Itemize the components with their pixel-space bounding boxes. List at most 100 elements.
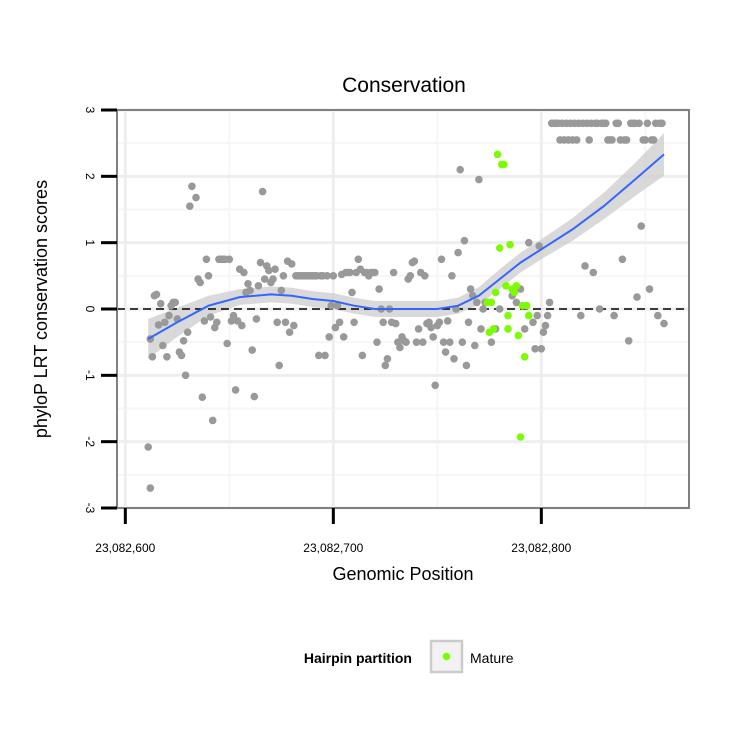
- y-tick-label: 0: [83, 306, 97, 313]
- data-point-other: [410, 257, 419, 266]
- y-tick-label: -1: [83, 370, 97, 381]
- data-point-other: [256, 258, 265, 267]
- data-point-other: [277, 286, 286, 295]
- legend: Hairpin partition Mature: [304, 639, 514, 674]
- data-point-other: [161, 318, 169, 327]
- data-point-other: [618, 255, 627, 264]
- data-point-other: [477, 325, 485, 333]
- y-tick-label: 3: [83, 107, 97, 114]
- data-point-other: [641, 136, 650, 144]
- chart-title: Conservation: [342, 74, 466, 97]
- data-point-other: [246, 286, 254, 295]
- data-point-other: [622, 136, 631, 144]
- data-point-other: [435, 318, 444, 327]
- data-point-other: [458, 338, 467, 347]
- data-point-other: [198, 393, 207, 402]
- data-point-other: [254, 282, 263, 290]
- data-point-other: [396, 343, 404, 352]
- data-point-other: [429, 333, 438, 341]
- data-point-other: [350, 318, 358, 327]
- data-point-other: [339, 333, 348, 341]
- data-point-other: [660, 319, 668, 328]
- data-point-other: [373, 338, 381, 347]
- y-axis: 3 2 1 0 -1 -2 -3: [83, 107, 117, 514]
- data-point-other: [275, 361, 284, 370]
- data-point-other: [252, 315, 261, 323]
- y-axis-title: phyloP LRT conservation scores: [31, 180, 51, 438]
- points-mature: [483, 150, 533, 441]
- data-point-other: [535, 242, 543, 250]
- data-point-other: [479, 305, 487, 313]
- x-axis: 23,082,600 23,082,700 23,082,800: [95, 508, 572, 555]
- data-point-other: [419, 338, 427, 347]
- data-point-other: [654, 311, 662, 320]
- data-point-other: [406, 272, 415, 280]
- data-point-other: [572, 136, 581, 144]
- points-other: [144, 119, 668, 492]
- data-point-other: [223, 339, 231, 348]
- data-point-other: [443, 317, 452, 325]
- data-point-other: [645, 285, 654, 293]
- data-point-other: [346, 268, 354, 277]
- data-point-other: [287, 260, 296, 268]
- data-point-other: [179, 337, 188, 345]
- x-axis-title: Genomic Position: [332, 564, 473, 584]
- y-tick-label: 2: [83, 173, 97, 180]
- data-point-other: [421, 272, 429, 280]
- data-point-other: [466, 285, 475, 293]
- data-point-mature: [495, 244, 504, 252]
- data-point-other: [414, 325, 423, 333]
- data-point-other: [148, 353, 157, 361]
- data-point-other: [375, 285, 383, 293]
- data-point-other: [379, 318, 388, 327]
- data-point-other: [431, 381, 440, 390]
- data-point-other: [321, 351, 329, 360]
- data-point-other: [271, 265, 279, 274]
- data-point-other: [200, 317, 209, 325]
- data-point-other: [204, 272, 213, 280]
- data-point-other: [383, 355, 392, 363]
- data-point-other: [391, 319, 400, 328]
- legend-label-mature: Mature: [470, 650, 514, 666]
- data-point-other: [206, 313, 215, 321]
- data-point-other: [315, 351, 323, 360]
- data-point-other: [539, 328, 548, 337]
- data-point-other: [545, 298, 554, 307]
- x-tick-label: 23,082,700: [303, 541, 363, 555]
- data-point-other: [183, 328, 192, 337]
- data-point-other: [487, 338, 496, 347]
- data-point-other: [354, 255, 363, 264]
- data-point-other: [529, 318, 537, 327]
- data-point-other: [456, 165, 465, 174]
- data-point-other: [329, 272, 338, 280]
- data-point-other: [192, 193, 200, 202]
- data-point-other: [333, 301, 342, 310]
- data-point-mature: [525, 311, 533, 320]
- data-point-mature: [520, 353, 529, 361]
- data-point-other: [348, 288, 356, 297]
- data-point-other: [371, 268, 379, 277]
- data-point-other: [495, 305, 504, 313]
- data-point-mature: [502, 282, 510, 290]
- data-point-other: [171, 298, 179, 307]
- data-point-other: [427, 323, 435, 332]
- data-point-other: [144, 443, 152, 451]
- data-point-other: [441, 348, 450, 356]
- data-point-other: [188, 182, 196, 191]
- data-point-mature: [516, 433, 525, 441]
- data-point-other: [595, 305, 604, 313]
- data-point-other: [658, 119, 666, 128]
- data-point-other: [244, 280, 252, 288]
- data-point-other: [471, 341, 479, 350]
- data-point-other: [285, 328, 294, 337]
- data-point-other: [154, 321, 163, 329]
- data-point-other: [323, 272, 331, 280]
- data-point-other: [450, 355, 458, 363]
- data-point-other: [381, 361, 390, 370]
- data-point-other: [643, 119, 652, 128]
- smooth-trend-line: [147, 153, 665, 340]
- data-point-other: [325, 333, 334, 341]
- data-point-other: [402, 338, 410, 347]
- data-point-other: [412, 338, 421, 347]
- data-point-other: [537, 345, 546, 353]
